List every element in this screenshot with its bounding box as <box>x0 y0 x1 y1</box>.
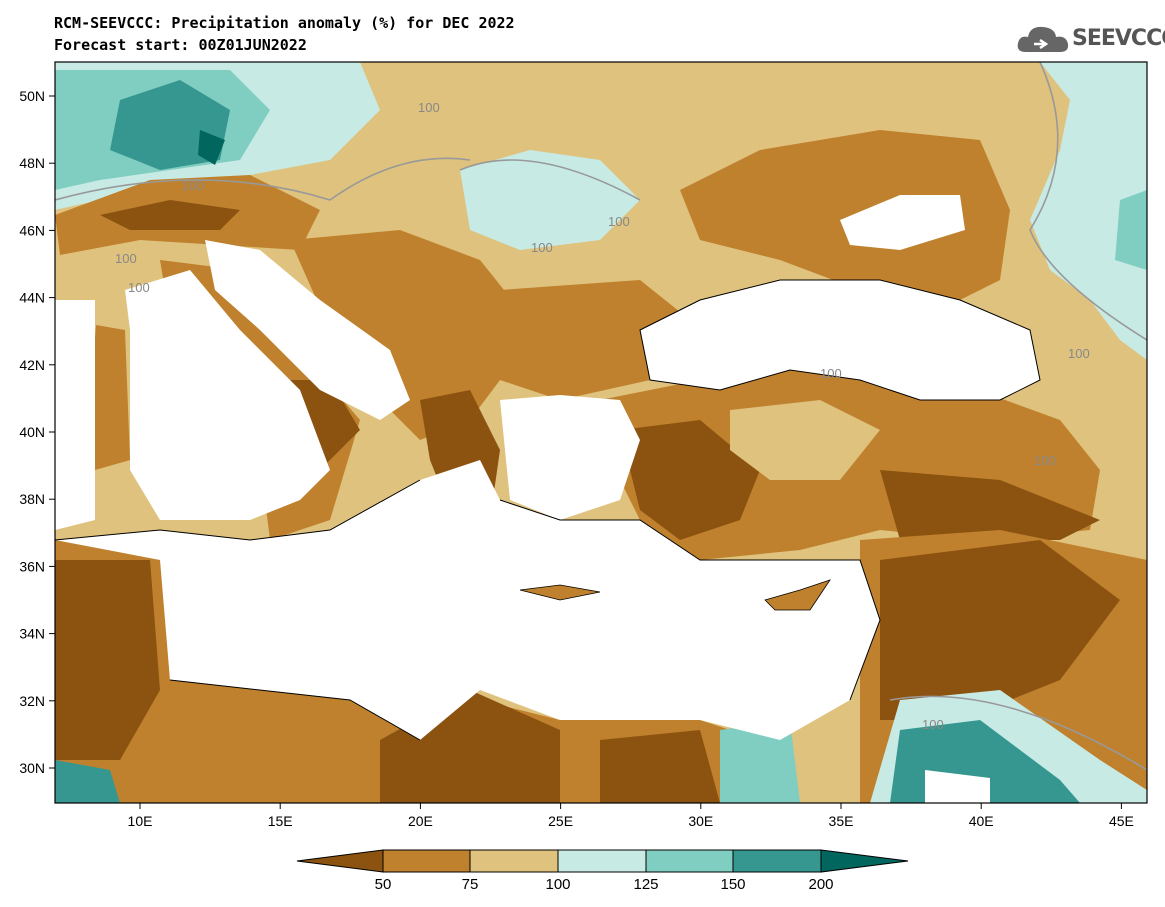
lon-label: 20E <box>408 813 433 829</box>
lon-label: 30E <box>688 813 713 829</box>
contour-label: 100 <box>1034 453 1056 468</box>
lon-label: 40E <box>969 813 994 829</box>
contour-label: 100 <box>531 240 553 255</box>
area-romania-dry <box>500 280 690 400</box>
colorbar-tick-label: 50 <box>375 876 392 893</box>
sea-azov <box>840 195 965 250</box>
latitude-axis: 50N 48N 46N 44N 42N 40N 38N 36N 34N 32N 30N <box>19 88 55 776</box>
area-turkey-central <box>730 400 880 480</box>
contour-label: 100 <box>128 280 150 295</box>
coastline <box>55 479 881 741</box>
lon-label: 15E <box>268 813 293 829</box>
area-algeria-driest <box>55 560 160 760</box>
area-hungary-wet <box>460 150 640 250</box>
colorbar-tick-label: 100 <box>545 876 570 893</box>
contour-line <box>1029 62 1147 341</box>
area-russia-wet <box>1030 62 1147 360</box>
area-balkans-dry <box>290 230 520 440</box>
area-central-max <box>198 130 225 165</box>
contour-line <box>55 157 641 201</box>
contour-labels: 100 100 100 100 100 100 100 100 100 100 <box>115 100 1090 732</box>
lon-label: 35E <box>829 813 854 829</box>
lat-label: 34N <box>19 626 45 642</box>
lat-label: 36N <box>19 558 45 574</box>
forecast-start-label: Forecast start: 00Z01JUN2022 <box>54 36 307 54</box>
lon-label: 10E <box>128 813 153 829</box>
colorbar-labels: 50 75 100 125 150 200 <box>375 876 834 893</box>
lat-label: 48N <box>19 155 45 171</box>
area-africa-dry <box>55 540 800 803</box>
colorbar-arrow-right <box>820 849 909 873</box>
sea-adriatic <box>205 240 410 420</box>
sea-black <box>640 280 1040 400</box>
colorbar-boxes <box>296 849 909 873</box>
colorbar-box <box>557 849 647 873</box>
contour-label: 100 <box>1068 346 1090 361</box>
area-turkey-driest-west <box>620 420 760 540</box>
sea-west <box>55 300 95 530</box>
area-middle-east-driest <box>880 540 1120 720</box>
lat-label: 40N <box>19 424 45 440</box>
colorbar-tick-label: 150 <box>720 876 745 893</box>
colorbar-box <box>732 849 822 873</box>
lat-label: 44N <box>19 290 45 306</box>
colorbar-tick-label: 200 <box>808 876 833 893</box>
lat-label: 46N <box>19 222 45 238</box>
logo-text: SEEVCCC <box>1072 26 1165 51</box>
colorbar-box <box>645 849 734 873</box>
area-egypt-driest <box>600 730 720 803</box>
contour-line <box>889 695 1147 771</box>
sea-mediterranean <box>55 460 880 740</box>
lat-label: 42N <box>19 357 45 373</box>
lon-label: 25E <box>548 813 573 829</box>
contour-label: 100 <box>418 100 440 115</box>
contour-label: 100 <box>922 717 944 732</box>
contour-label: 100 <box>115 251 137 266</box>
lat-label: 32N <box>19 693 45 709</box>
area-russia-wetter <box>1115 190 1147 270</box>
coastline <box>639 279 1041 401</box>
sea-tyrrhenian <box>125 270 330 520</box>
cloud-icon <box>1017 26 1069 52</box>
lat-label: 38N <box>19 491 45 507</box>
area-sardinia <box>90 325 130 470</box>
contour-label: 100 <box>182 178 204 193</box>
island-cyprus <box>764 579 831 611</box>
map-title: RCM-SEEVCCC: Precipitation anomaly (%) f… <box>54 14 515 32</box>
island-crete <box>519 584 601 601</box>
sea-aegean <box>500 395 640 520</box>
colorbar-box <box>469 849 559 873</box>
lat-label: 50N <box>19 88 45 104</box>
colorbar-tick-label: 125 <box>633 876 658 893</box>
colorbar-arrow-left <box>296 849 384 873</box>
area-nile-wet <box>720 720 800 803</box>
colorbar-box <box>382 849 471 873</box>
area-alps-driest <box>100 200 240 230</box>
area-tunisia-wet <box>55 760 120 803</box>
lat-label: 30N <box>19 760 45 776</box>
longitude-axis: 10E 15E 20E 25E 30E 35E 40E 45E <box>128 803 1134 829</box>
lon-label: 45E <box>1109 813 1134 829</box>
anomaly-field <box>55 62 1147 803</box>
colorbar-tick-label: 75 <box>462 876 479 893</box>
contour-label: 100 <box>608 214 630 229</box>
seevccc-logo: SEEVCCC <box>1016 22 1165 56</box>
area-turkey-driest-east <box>880 470 1100 540</box>
contour-label: 100 <box>820 366 842 381</box>
data-gap <box>925 770 990 803</box>
